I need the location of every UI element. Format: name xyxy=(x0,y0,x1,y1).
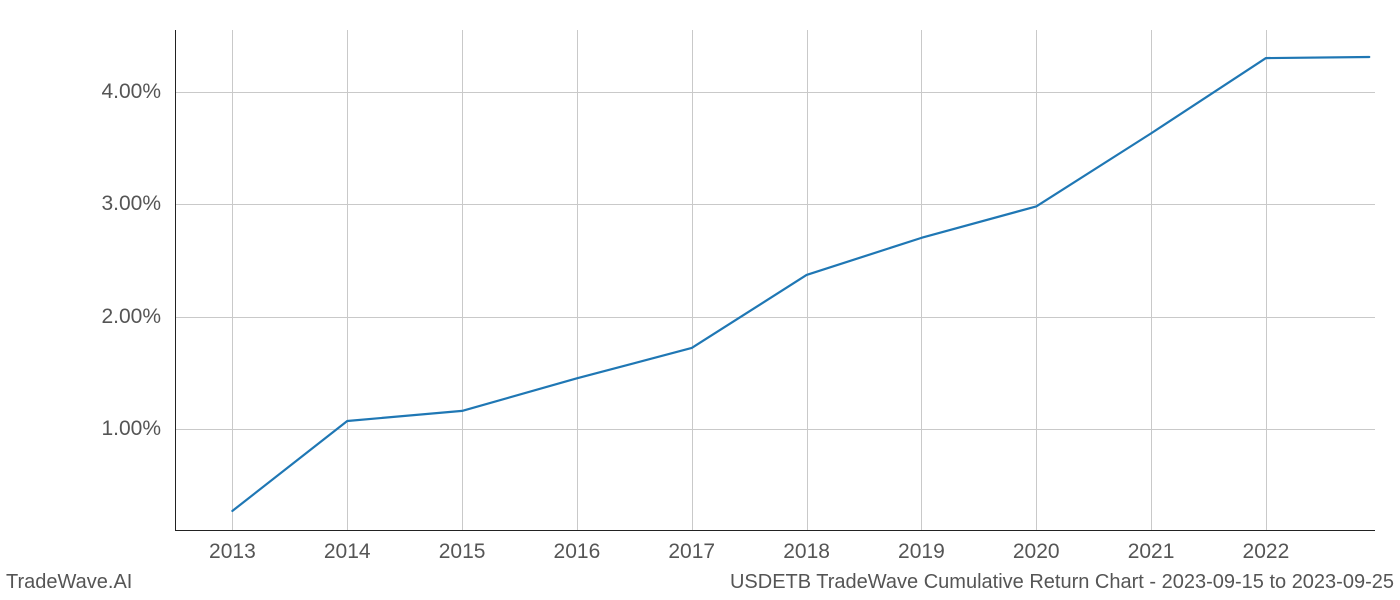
footer-left-text: TradeWave.AI xyxy=(6,571,132,594)
y-tick-label: 2.00% xyxy=(101,305,161,329)
footer-right-text: USDETB TradeWave Cumulative Return Chart… xyxy=(730,571,1394,594)
y-tick-label: 1.00% xyxy=(101,417,161,441)
x-tick-label: 2016 xyxy=(554,540,601,564)
series-line xyxy=(232,57,1369,511)
x-tick-label: 2017 xyxy=(668,540,715,564)
x-tick-label: 2022 xyxy=(1243,540,1290,564)
x-tick-label: 2021 xyxy=(1128,540,1175,564)
y-tick-label: 4.00% xyxy=(101,80,161,104)
axis-spine-bottom xyxy=(175,530,1375,531)
y-tick-label: 3.00% xyxy=(101,192,161,216)
x-tick-label: 2015 xyxy=(439,540,486,564)
chart-line-svg xyxy=(175,30,1375,530)
x-tick-label: 2013 xyxy=(209,540,256,564)
x-tick-label: 2014 xyxy=(324,540,371,564)
chart-container: 2013 2014 2015 2016 2017 2018 2019 2020 2021 2022… xyxy=(0,0,1400,600)
plot-area: 2013201420152016201720182019202020212022… xyxy=(175,30,1375,530)
x-tick-label: 2020 xyxy=(1013,540,1060,564)
x-tick-label: 2018 xyxy=(783,540,830,564)
x-tick-label: 2019 xyxy=(898,540,945,564)
